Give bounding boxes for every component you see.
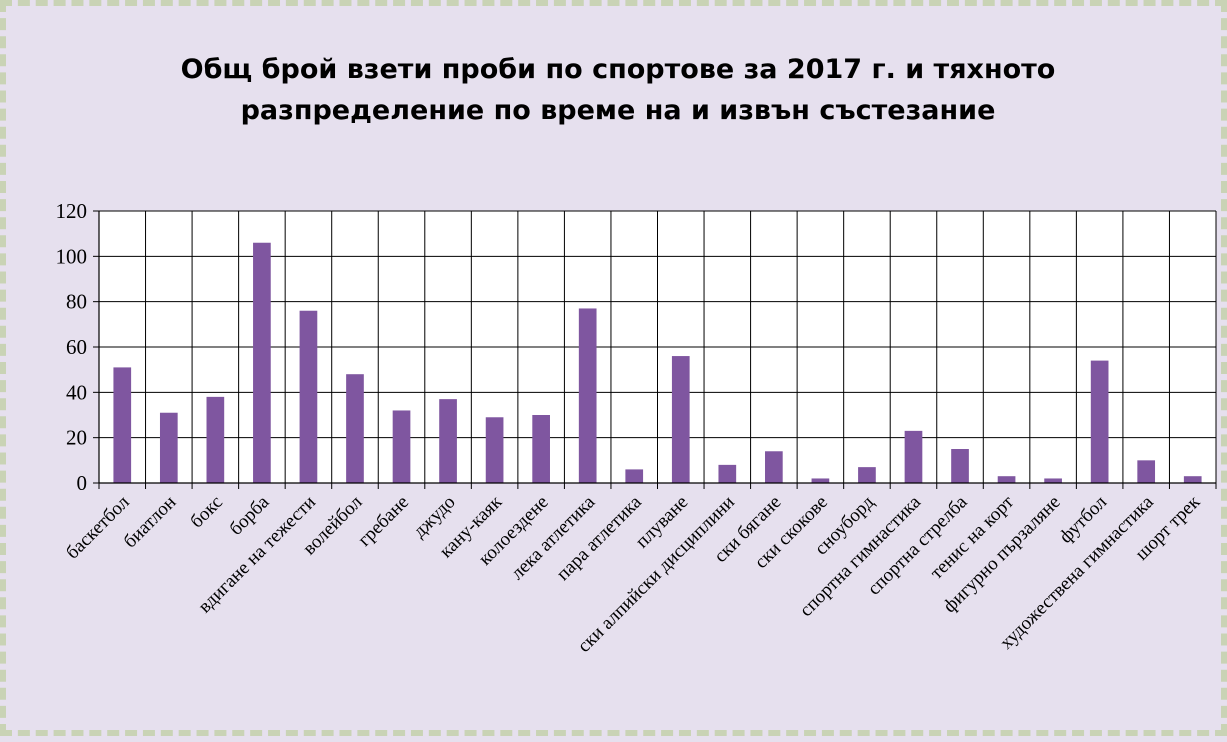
bar-21 [1090, 360, 1109, 483]
bar-14 [765, 451, 783, 483]
y-tick-label: 100 [56, 244, 88, 268]
bar-17 [904, 430, 923, 483]
y-tick-label: 40 [66, 380, 87, 404]
bar-19 [997, 476, 1016, 483]
bar-23 [1183, 476, 1202, 483]
bar-0 [113, 367, 132, 483]
x-category-label: бокс [186, 492, 227, 533]
bar-1 [159, 412, 178, 483]
bar-5 [346, 374, 364, 483]
bar-22 [1137, 460, 1156, 483]
bar-18 [951, 449, 969, 483]
chart-title-line-2: разпределение по време на и извън състез… [241, 95, 996, 126]
y-tick-label: 0 [77, 471, 88, 495]
y-tick-label: 80 [66, 290, 87, 314]
bar-8 [485, 417, 504, 483]
bar-10 [578, 308, 597, 483]
bar-6 [392, 410, 411, 483]
bar-12 [671, 356, 690, 483]
bar-9 [532, 415, 550, 483]
y-tick-label: 20 [66, 426, 87, 450]
y-tick-label: 60 [66, 335, 87, 359]
bar-16 [858, 467, 876, 483]
bar-20 [1044, 478, 1062, 483]
x-category-label: гребане [354, 492, 413, 551]
x-category-label: биатлон [120, 492, 181, 553]
chart-title-line-1: Общ брой взети проби по спортове за 2017… [181, 54, 1056, 85]
bar-13 [718, 464, 737, 483]
bar-11 [625, 469, 644, 483]
bar-chart: Общ брой взети проби по спортове за 2017… [56, 54, 1217, 657]
bar-15 [811, 478, 830, 483]
x-category-label: баскетбол [62, 491, 134, 563]
bar-7 [439, 399, 457, 483]
bar-4 [299, 310, 318, 483]
y-tick-label: 120 [56, 199, 88, 223]
bar-2 [206, 396, 225, 483]
bar-3 [253, 242, 271, 483]
